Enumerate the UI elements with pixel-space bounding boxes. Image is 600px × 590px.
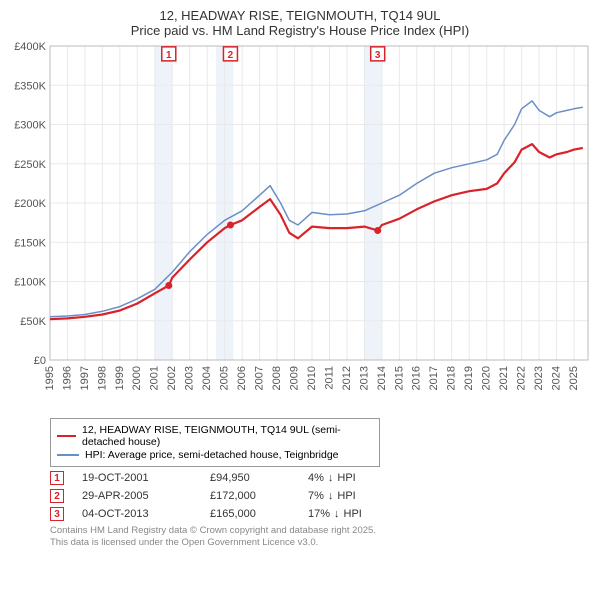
svg-text:2020: 2020 bbox=[481, 366, 493, 390]
svg-text:2024: 2024 bbox=[550, 366, 562, 390]
sale-price: £94,950 bbox=[210, 472, 290, 484]
legend-label: 12, HEADWAY RISE, TEIGNMOUTH, TQ14 9UL (… bbox=[82, 424, 373, 448]
legend-item: 12, HEADWAY RISE, TEIGNMOUTH, TQ14 9UL (… bbox=[57, 424, 373, 448]
sale-delta: 17% ↓ HPI bbox=[308, 508, 398, 520]
footer-line: Contains HM Land Registry data © Crown c… bbox=[50, 525, 592, 537]
svg-text:£250K: £250K bbox=[14, 159, 46, 171]
arrow-down-icon: ↓ bbox=[334, 508, 340, 520]
svg-text:£50K: £50K bbox=[20, 316, 46, 328]
svg-text:2022: 2022 bbox=[516, 366, 528, 390]
legend-swatch bbox=[57, 435, 76, 437]
svg-text:2010: 2010 bbox=[306, 366, 318, 390]
svg-text:1997: 1997 bbox=[79, 366, 91, 390]
svg-text:1999: 1999 bbox=[114, 366, 126, 390]
svg-text:2001: 2001 bbox=[149, 366, 161, 390]
sale-price: £172,000 bbox=[210, 490, 290, 502]
svg-text:2003: 2003 bbox=[184, 366, 196, 390]
svg-text:£200K: £200K bbox=[14, 198, 46, 210]
svg-text:£100K: £100K bbox=[14, 277, 46, 289]
sale-date: 29-APR-2005 bbox=[82, 490, 192, 502]
table-row: 3 04-OCT-2013 £165,000 17% ↓ HPI bbox=[50, 507, 592, 521]
svg-text:2005: 2005 bbox=[219, 366, 231, 390]
svg-text:2016: 2016 bbox=[411, 366, 423, 390]
svg-text:£350K: £350K bbox=[14, 80, 46, 92]
price-chart: £0 £50K £100K £150K £200K £250K £300K £350K £400… bbox=[8, 42, 592, 412]
svg-text:2019: 2019 bbox=[463, 366, 475, 390]
title-line-2: Price paid vs. HM Land Registry's House … bbox=[8, 23, 592, 38]
svg-text:£150K: £150K bbox=[14, 237, 46, 249]
legend: 12, HEADWAY RISE, TEIGNMOUTH, TQ14 9UL (… bbox=[50, 418, 380, 467]
table-row: 1 19-OCT-2001 £94,950 4% ↓ HPI bbox=[50, 471, 592, 485]
svg-text:2012: 2012 bbox=[341, 366, 353, 390]
chart-svg: £0 £50K £100K £150K £200K £250K £300K £350K £400… bbox=[8, 42, 592, 412]
svg-text:2006: 2006 bbox=[236, 366, 248, 390]
arrow-down-icon: ↓ bbox=[328, 490, 334, 502]
legend-swatch bbox=[57, 454, 79, 456]
svg-text:1: 1 bbox=[166, 50, 172, 61]
svg-text:£400K: £400K bbox=[14, 42, 46, 53]
title-line-1: 12, HEADWAY RISE, TEIGNMOUTH, TQ14 9UL bbox=[8, 8, 592, 23]
svg-text:1995: 1995 bbox=[44, 366, 56, 390]
sale-delta: 4% ↓ HPI bbox=[308, 472, 398, 484]
svg-text:2: 2 bbox=[228, 50, 234, 61]
sale-delta: 7% ↓ HPI bbox=[308, 490, 398, 502]
svg-text:2014: 2014 bbox=[376, 366, 388, 390]
svg-text:2023: 2023 bbox=[533, 366, 545, 390]
svg-text:2009: 2009 bbox=[288, 366, 300, 390]
svg-text:1998: 1998 bbox=[96, 366, 108, 390]
svg-text:2017: 2017 bbox=[428, 366, 440, 390]
arrow-down-icon: ↓ bbox=[328, 472, 334, 484]
sale-marker-icon: 3 bbox=[50, 507, 64, 521]
sale-marker-icon: 2 bbox=[50, 489, 64, 503]
svg-text:2021: 2021 bbox=[498, 366, 510, 390]
svg-text:2004: 2004 bbox=[201, 366, 213, 390]
svg-text:2007: 2007 bbox=[254, 366, 266, 390]
svg-text:2002: 2002 bbox=[166, 366, 178, 390]
chart-title: 12, HEADWAY RISE, TEIGNMOUTH, TQ14 9UL P… bbox=[8, 8, 592, 38]
svg-text:3: 3 bbox=[375, 50, 381, 61]
svg-text:£300K: £300K bbox=[14, 120, 46, 132]
sale-date: 19-OCT-2001 bbox=[82, 472, 192, 484]
legend-item: HPI: Average price, semi-detached house,… bbox=[57, 449, 373, 461]
svg-text:2011: 2011 bbox=[323, 366, 335, 390]
svg-text:£0: £0 bbox=[34, 355, 46, 367]
svg-text:2018: 2018 bbox=[446, 366, 458, 390]
svg-text:2008: 2008 bbox=[271, 366, 283, 390]
footer: Contains HM Land Registry data © Crown c… bbox=[50, 525, 592, 549]
svg-text:2013: 2013 bbox=[358, 366, 370, 390]
sale-marker-icon: 1 bbox=[50, 471, 64, 485]
footer-line: This data is licensed under the Open Gov… bbox=[50, 537, 592, 549]
svg-text:2015: 2015 bbox=[393, 366, 405, 390]
sales-table: 1 19-OCT-2001 £94,950 4% ↓ HPI 2 29-APR-… bbox=[50, 471, 592, 521]
sale-price: £165,000 bbox=[210, 508, 290, 520]
legend-label: HPI: Average price, semi-detached house,… bbox=[85, 449, 339, 461]
svg-text:2000: 2000 bbox=[131, 366, 143, 390]
svg-text:1996: 1996 bbox=[61, 366, 73, 390]
svg-text:2025: 2025 bbox=[568, 366, 580, 390]
sale-date: 04-OCT-2013 bbox=[82, 508, 192, 520]
table-row: 2 29-APR-2005 £172,000 7% ↓ HPI bbox=[50, 489, 592, 503]
